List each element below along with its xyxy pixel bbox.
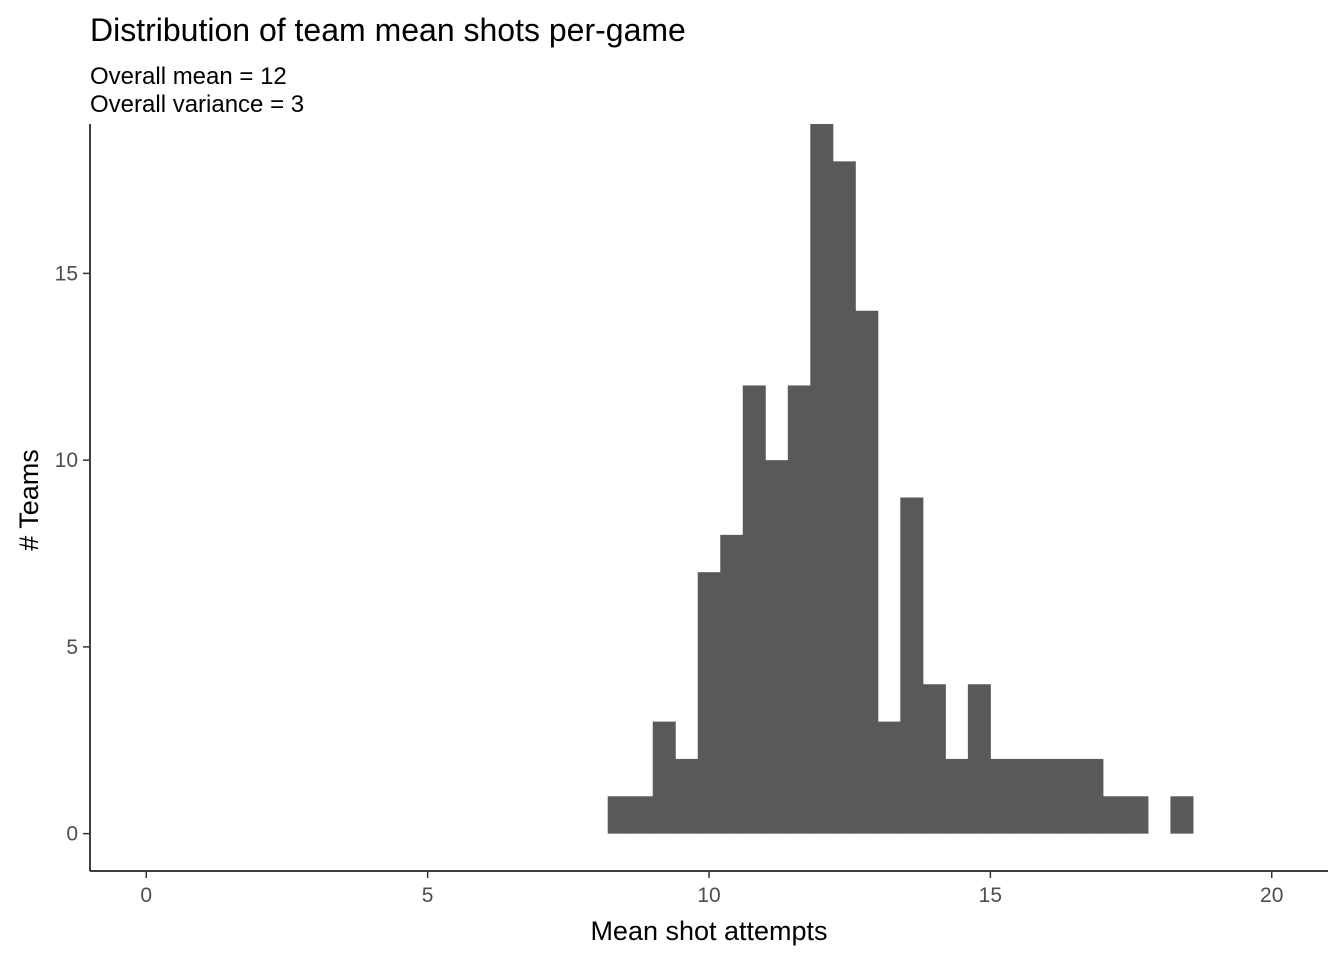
histogram-bar-0: [607, 796, 631, 834]
histogram-bar-19: [1035, 758, 1059, 834]
histogram-bar-1: [630, 796, 654, 834]
y-tick-label-0: 0: [66, 823, 78, 846]
histogram-bar-12: [877, 721, 901, 834]
histogram-bar-3: [675, 758, 699, 834]
chart-subtitle-mean: Overall mean = 12: [90, 63, 287, 90]
chart-title: Distribution of team mean shots per-game: [90, 12, 686, 48]
y-tick-label-10: 10: [55, 449, 78, 472]
histogram-bar-4: [697, 572, 721, 834]
histogram-bar-11: [855, 310, 879, 834]
histogram-bar-25: [1170, 796, 1194, 834]
x-axis-ticks: 0 5 10 15 20: [140, 871, 1283, 907]
histogram-bar-9: [810, 124, 834, 834]
x-tick-label-0: 0: [140, 884, 152, 907]
x-axis-title: Mean shot attempts: [590, 916, 827, 946]
histogram-bar-6: [742, 385, 766, 834]
histogram-bar-23: [1125, 796, 1149, 834]
y-axis-title: # Teams: [14, 449, 44, 551]
x-tick-label-10: 10: [697, 884, 720, 907]
histogram-bar-21: [1080, 758, 1104, 834]
histogram-bar-15: [945, 758, 969, 834]
histogram-bar-18: [1012, 758, 1036, 834]
histogram-bar-16: [967, 684, 991, 834]
chart-subtitle-variance: Overall variance = 3: [90, 91, 304, 118]
histogram-bar-22: [1102, 796, 1126, 834]
histogram-bar-20: [1057, 758, 1081, 834]
histogram-bar-7: [765, 460, 789, 834]
histogram-bar-14: [922, 684, 946, 834]
histogram-bar-13: [900, 497, 924, 834]
y-tick-label-5: 5: [66, 636, 78, 659]
y-tick-label-15: 15: [55, 262, 78, 285]
x-tick-label-20: 20: [1260, 884, 1283, 907]
histogram-bar-17: [990, 758, 1014, 834]
histogram-bar-10: [832, 161, 856, 834]
histogram-bars: [607, 124, 1194, 834]
y-axis-ticks: 0 5 10 15: [55, 262, 90, 846]
x-tick-label-15: 15: [979, 884, 1002, 907]
histogram-bar-5: [720, 534, 744, 834]
histogram-bar-8: [787, 385, 811, 834]
x-tick-label-5: 5: [422, 884, 434, 907]
histogram-bar-2: [652, 721, 676, 834]
